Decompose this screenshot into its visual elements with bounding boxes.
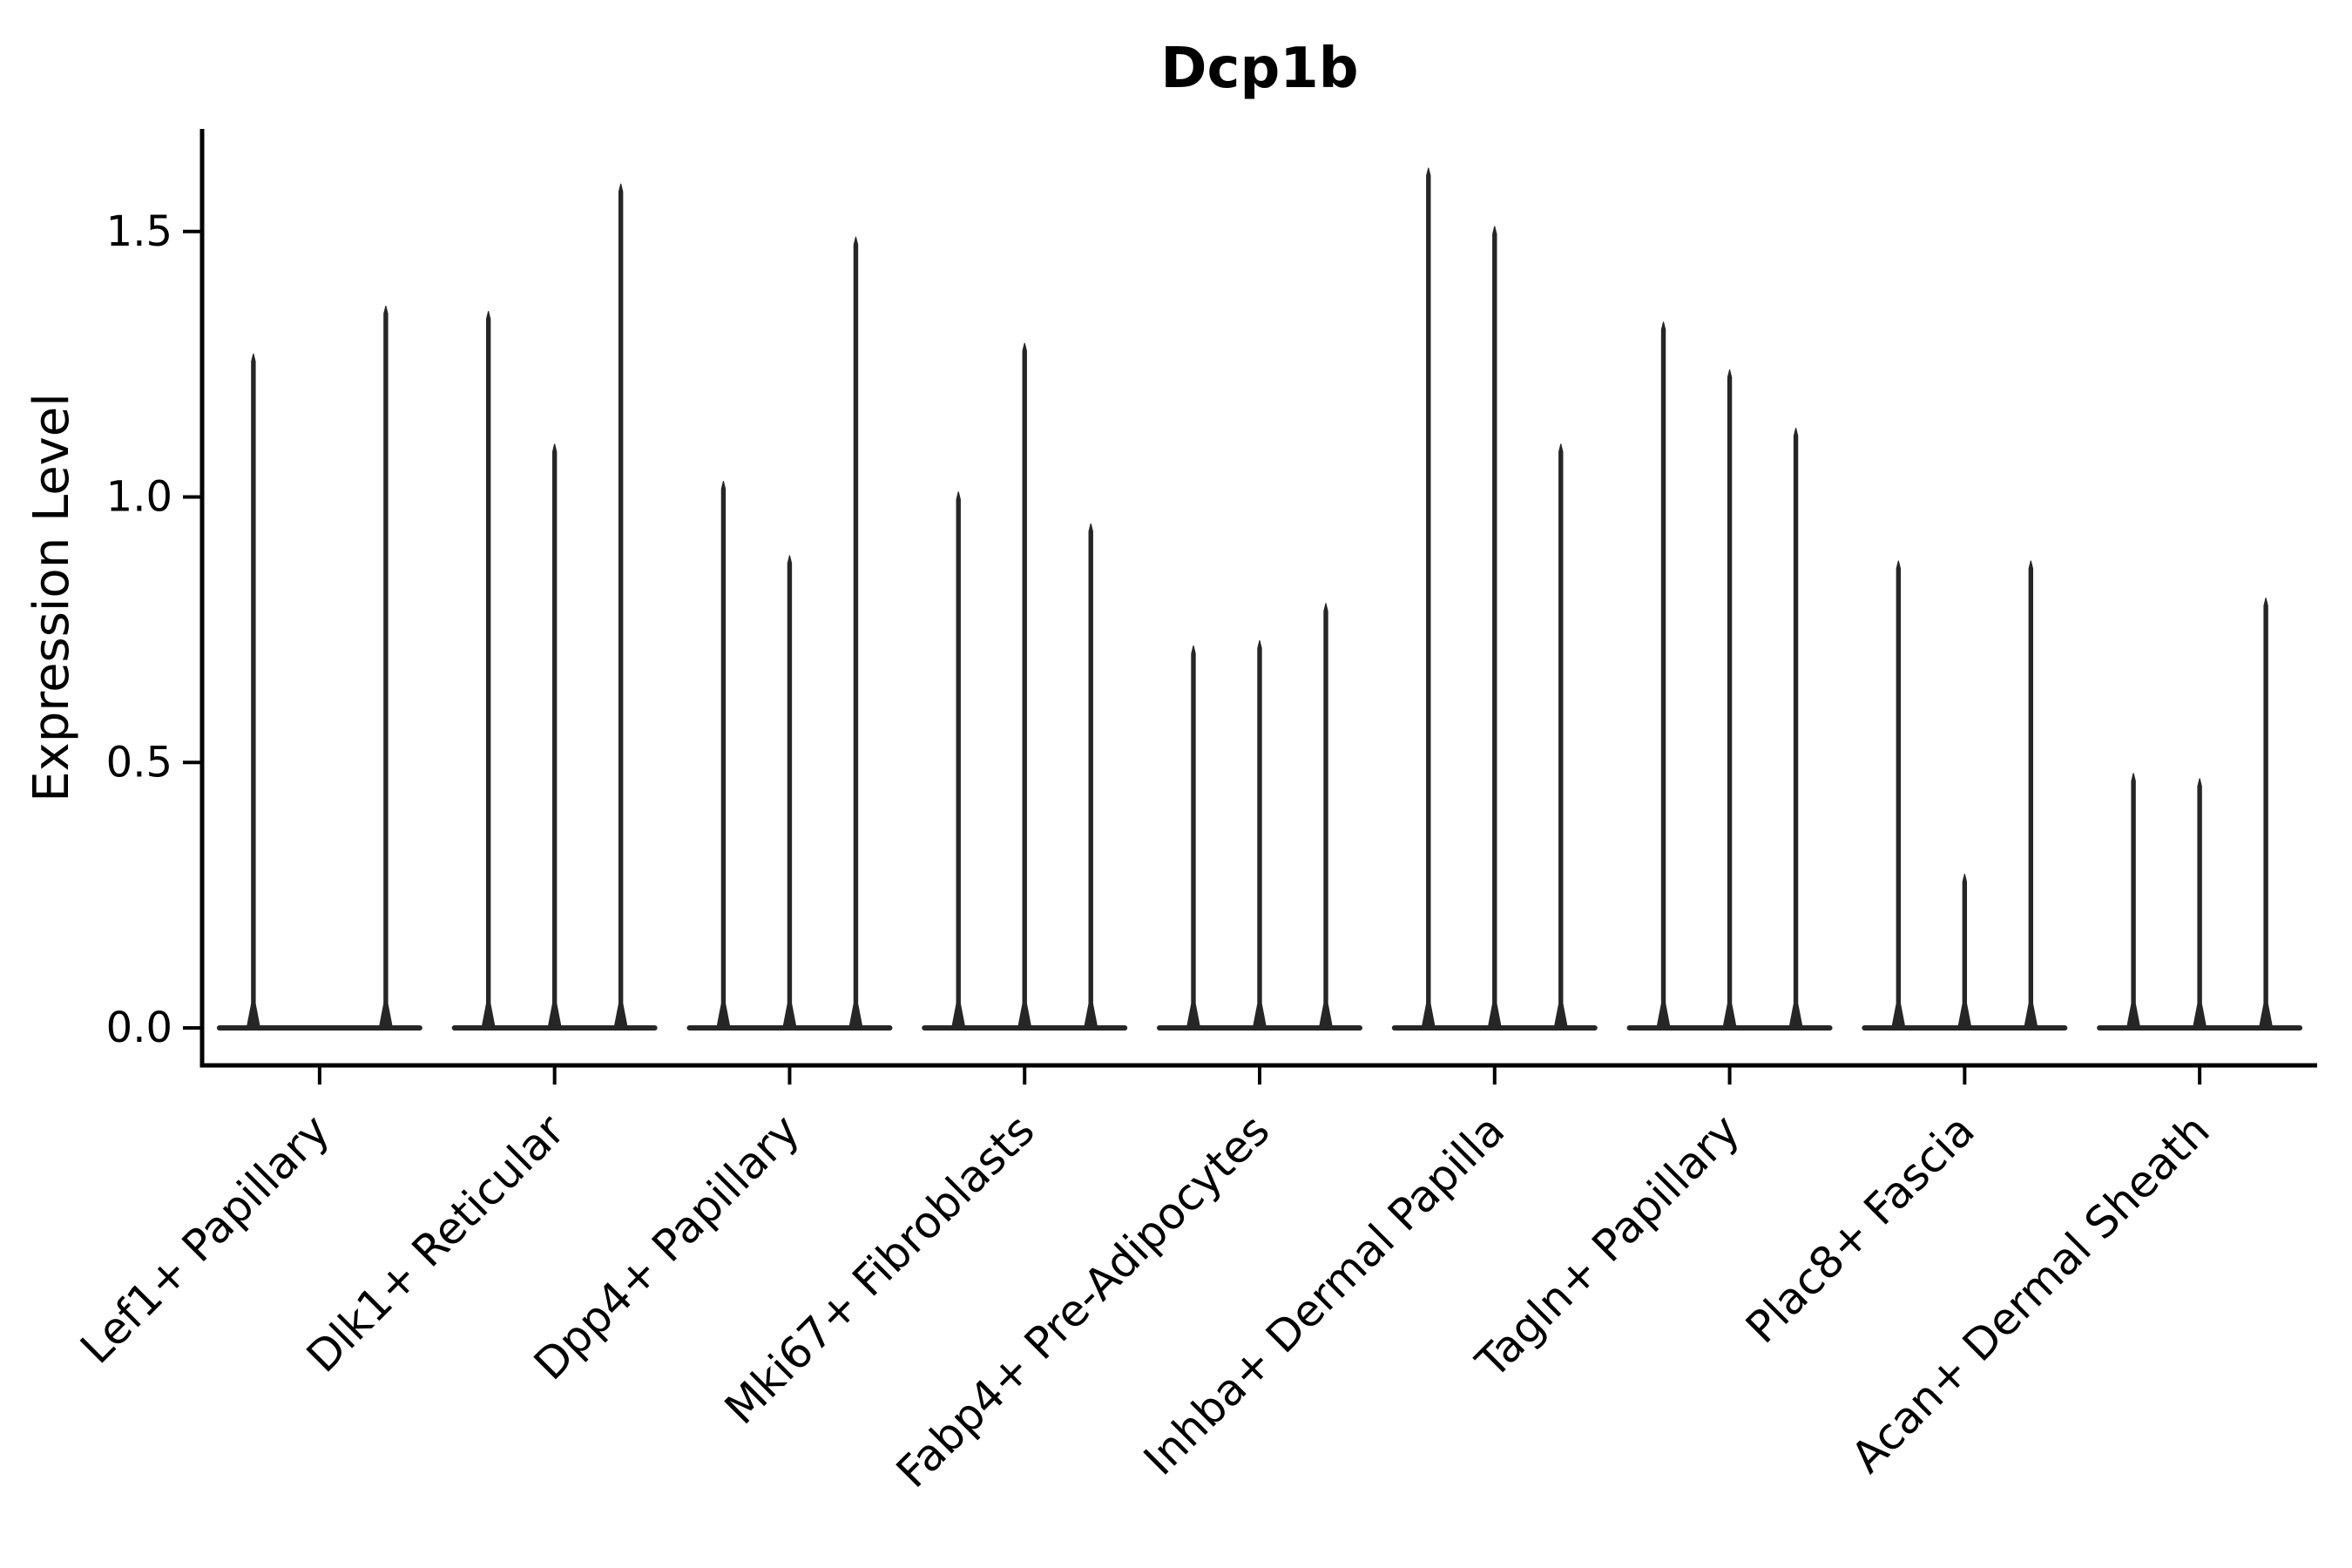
violin-spike: [1186, 645, 1201, 1031]
violin-spike: [1890, 560, 1906, 1031]
y-tick-label: 1.0: [106, 473, 172, 522]
violin-spike: [2023, 560, 2038, 1031]
violin-spike: [1553, 443, 1569, 1031]
chart-title: Dcp1b: [1160, 37, 1358, 101]
violin-spike: [1318, 603, 1334, 1031]
violin-spike: [1017, 342, 1032, 1031]
x-tick-label: Tagln+ Papillary: [1466, 1105, 1749, 1388]
y-tick-label: 1.5: [106, 207, 172, 256]
violin-spike: [481, 311, 497, 1031]
x-tick-label: Lef1+ Papillary: [71, 1105, 339, 1373]
y-tick-label: 0.5: [106, 738, 172, 787]
violin-spike: [613, 183, 629, 1031]
violin-spike: [1421, 167, 1436, 1031]
violin-spike: [1487, 226, 1503, 1031]
violin-spike: [2126, 773, 2141, 1031]
violin-spike: [1083, 523, 1098, 1031]
violin-spike: [848, 236, 864, 1031]
x-tick-label: Dlk1+ Reticular: [297, 1105, 574, 1382]
violin-spike: [2258, 598, 2274, 1031]
x-tick-label: Plac8+ Fascia: [1736, 1105, 1984, 1353]
x-tick-label: Fabp4+ Pre-Adipocytes: [887, 1105, 1280, 1497]
violin-spike: [2192, 778, 2207, 1031]
violin-spike: [1788, 428, 1804, 1031]
violin-spike: [378, 305, 394, 1031]
y-axis-label: Expression Level: [24, 393, 80, 802]
violin-spike: [1655, 321, 1672, 1031]
violin-spike: [950, 491, 966, 1031]
violin-spike: [547, 443, 563, 1031]
y-tick-label: 0.0: [106, 1004, 172, 1052]
violin-spike: [781, 555, 798, 1031]
violin-spike: [246, 353, 261, 1031]
violin-spike: [1721, 369, 1738, 1031]
violin-spike: [1957, 874, 1972, 1031]
violin-baseline: [216, 1025, 422, 1031]
violin-spike: [715, 481, 732, 1031]
violin-spike: [1252, 639, 1267, 1031]
